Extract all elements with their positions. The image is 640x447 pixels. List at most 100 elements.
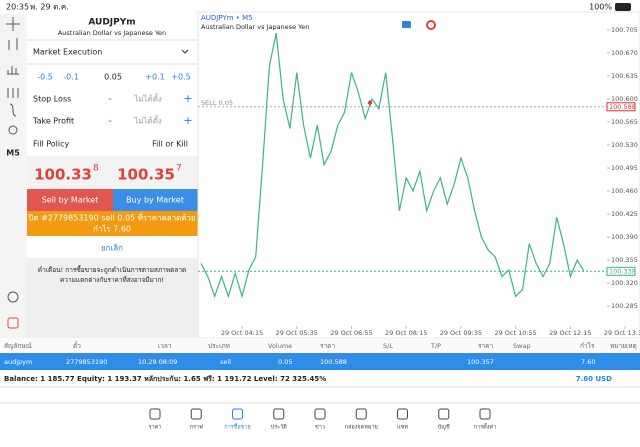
fill-policy-value[interactable]: Fill or Kill xyxy=(152,140,188,149)
cell[interactable]: 7.60 xyxy=(581,358,595,366)
x-tick-label: 29 Oct 09:35 xyxy=(440,329,482,337)
x-tick-label: 29 Oct 10:55 xyxy=(494,329,536,337)
cell[interactable]: 100.357 xyxy=(467,358,494,366)
battery-icon xyxy=(615,3,631,11)
volume-step[interactable]: -0.1 xyxy=(63,73,79,82)
x-tick-label: 29 Oct 06:55 xyxy=(330,329,372,337)
volume-step[interactable]: -0.5 xyxy=(37,73,53,82)
order-price-label: 100.588 xyxy=(609,103,636,111)
tab-label[interactable]: แชท xyxy=(397,424,408,431)
x-tick-label: 29 Oct 04:15 xyxy=(221,329,263,337)
cell[interactable]: 100.588 xyxy=(320,358,347,366)
status-time: 20:35 xyxy=(6,3,29,12)
dropdown-chevron xyxy=(181,49,189,54)
chart-title: AUDJPYm • M5 xyxy=(201,14,253,22)
warning-area xyxy=(27,258,198,338)
trade-icon[interactable] xyxy=(402,21,411,28)
price-line xyxy=(200,32,585,299)
buy-button[interactable] xyxy=(113,189,198,211)
volume-value[interactable]: 0.05 xyxy=(104,73,122,82)
y-tick-label: 100.705 xyxy=(611,26,638,34)
status-battery: 100% xyxy=(589,3,612,12)
sell-button-label[interactable]: Sell by Market xyxy=(42,196,99,205)
y-tick-label: 100.565 xyxy=(611,118,638,126)
y-tick-label: 100.285 xyxy=(611,302,638,310)
column-header: ราคา xyxy=(320,342,335,350)
x-tick-label: 29 Oct 08:15 xyxy=(385,329,427,337)
fill-policy-label: Fill Policy xyxy=(33,140,70,149)
sell-button[interactable] xyxy=(27,189,113,211)
take-profit-label: Take Profit xyxy=(32,117,74,126)
tab-icon xyxy=(190,408,202,420)
tab-label[interactable]: การตั้งค่า xyxy=(474,423,496,431)
signal-icon[interactable] xyxy=(426,20,436,30)
close-notice[interactable]: ปิด #2779853190 sell 0.05 ที่ราคาตลาดด้ว… xyxy=(28,212,196,223)
tab-icon xyxy=(438,408,450,420)
tab-label[interactable]: บัญชี xyxy=(438,424,450,431)
balance-summary: Balance: 1 185.77 Equity: 1 193.37 หลักป… xyxy=(4,375,326,383)
tab-icon xyxy=(397,408,408,420)
take-profit-minus[interactable]: - xyxy=(108,114,112,127)
volume-step[interactable]: +0.1 xyxy=(145,73,164,82)
buy-button-label[interactable]: Buy by Market xyxy=(126,196,184,205)
column-header: Volume xyxy=(268,342,292,350)
tab-label[interactable]: การซื้อขาย xyxy=(224,423,250,431)
tab-label[interactable]: ราคา xyxy=(149,425,162,431)
toolbar xyxy=(0,14,27,338)
tab-label[interactable]: ข่าว xyxy=(315,425,325,431)
tab-label[interactable]: กล่องจดหมาย xyxy=(345,425,378,431)
y-tick-label: 100.530 xyxy=(611,141,638,149)
toolbar-icons xyxy=(6,17,20,329)
tab-icon xyxy=(479,408,491,420)
bid-price-tag xyxy=(606,266,636,276)
y-tick-label: 100.635 xyxy=(611,72,638,80)
table-header xyxy=(0,338,640,353)
tab-label[interactable]: กราฟ xyxy=(190,424,203,431)
cancel-button[interactable]: ยกเลิก xyxy=(101,244,123,253)
tab-icon xyxy=(273,408,285,420)
cell[interactable]: sell xyxy=(220,358,231,366)
bid-price-digit: 8 xyxy=(93,164,99,174)
order-symbol[interactable]: AUDJPYm xyxy=(88,18,135,28)
column-header: เวลา xyxy=(158,342,172,350)
bid-price: 100.33 xyxy=(34,166,92,184)
stop-loss-minus[interactable]: - xyxy=(108,92,112,105)
column-header: หมายเหตุ xyxy=(610,342,637,350)
order-marker xyxy=(367,99,373,106)
column-header: ราคา xyxy=(478,342,493,350)
close-notice[interactable]: กำไร 7.60 xyxy=(93,225,131,234)
timeframe[interactable]: M5 xyxy=(6,149,20,158)
total-profit: 7.60 USD xyxy=(576,375,612,383)
take-profit-plus[interactable]: + xyxy=(183,114,192,127)
tab-icon xyxy=(314,408,326,420)
cell[interactable]: 0.05 xyxy=(278,358,292,366)
column-header: ประเภท xyxy=(208,342,230,350)
y-tick-label: 100.495 xyxy=(611,164,638,172)
stop-loss-plus[interactable]: + xyxy=(183,92,192,105)
x-tick-label: 29 Oct 13:35 xyxy=(604,329,640,337)
stop-loss-label: Stop Loss xyxy=(33,95,71,104)
cell[interactable]: audjpym xyxy=(4,358,32,366)
y-tick-label: 100.355 xyxy=(611,256,638,264)
order-line-text: SELL 0.05 xyxy=(201,99,233,107)
position-row[interactable] xyxy=(0,353,640,370)
column-header: สัญลักษณ์ xyxy=(4,342,32,350)
price-area xyxy=(27,156,198,189)
cell[interactable]: 10.29 08:09 xyxy=(138,358,177,366)
tab-icon xyxy=(149,408,161,420)
column-header: Swap xyxy=(513,342,531,350)
take-profit-value[interactable]: ไม่ได้ตั้ง xyxy=(133,115,162,126)
volume-step[interactable]: +0.5 xyxy=(171,73,190,82)
execution-type[interactable]: Market Execution xyxy=(33,48,102,57)
bid-price-label: 100.338 xyxy=(609,267,636,275)
close-button[interactable] xyxy=(27,211,198,236)
y-tick-label: 100.670 xyxy=(611,49,638,57)
warning-text: ความแตกต่างกับราคาที่ส่งอาจมีมาก! xyxy=(60,275,164,284)
order-price-tag xyxy=(606,102,636,112)
tab-label[interactable]: ประวัติ xyxy=(271,424,287,431)
tab-icon xyxy=(232,408,243,420)
cell[interactable]: 2779853190 xyxy=(66,358,107,366)
y-tick-label: 100.425 xyxy=(611,210,638,218)
stop-loss-value[interactable]: ไม่ได้ตั้ง xyxy=(133,93,162,104)
